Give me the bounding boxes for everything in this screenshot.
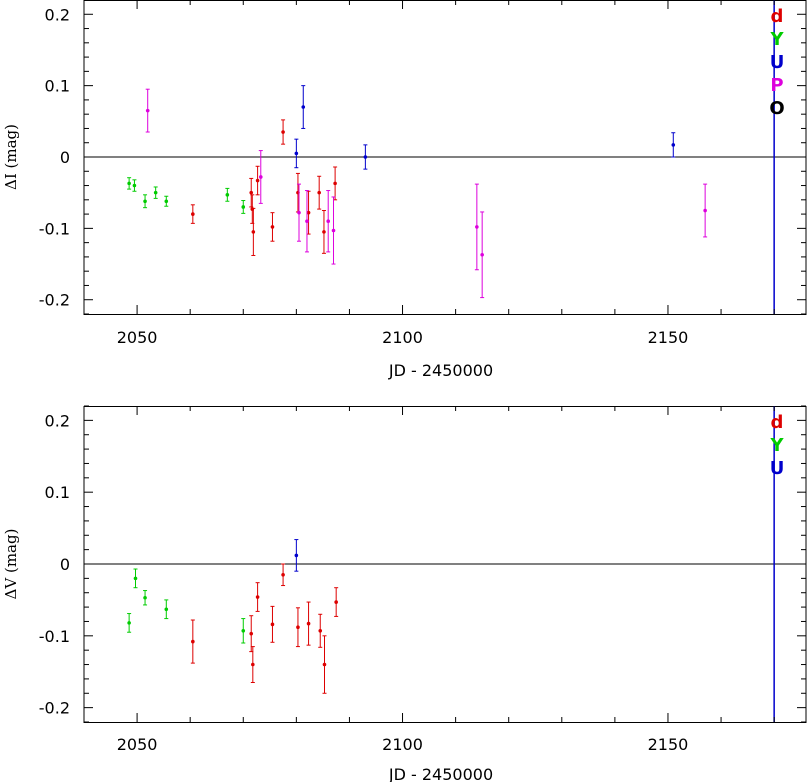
data-point [249, 190, 254, 195]
data-point [132, 183, 137, 188]
x-axis-title: JD - 2450000 [388, 361, 493, 380]
y-tick-label: 0.2 [45, 5, 70, 24]
x-tick-label: 2150 [648, 735, 689, 754]
panel-delta-v: 2050 2100 2150 -0.2 -0.1 0 0.1 0.2 JD - 2450000 Δ… [2, 405, 807, 782]
data-point [297, 210, 301, 215]
data-point [251, 230, 256, 234]
data-point [294, 553, 299, 558]
y-tick-label: 0.1 [45, 483, 70, 502]
data-point [153, 190, 158, 195]
series-2 [294, 85, 676, 170]
y-tick-label: 0.1 [45, 77, 70, 96]
data-point [164, 607, 169, 612]
y-axis-title: ΔI (mag) [2, 124, 20, 190]
data-point [306, 621, 311, 626]
y-tick-label: -0.2 [39, 291, 70, 310]
data-point [322, 230, 326, 234]
x-tick-label: 2150 [648, 328, 689, 347]
series-0 [127, 568, 246, 644]
data-point [306, 210, 311, 215]
data-point [301, 105, 306, 109]
x-tick-label: 2050 [117, 328, 158, 347]
data-point [334, 600, 338, 604]
x-tick-label: 2100 [382, 735, 423, 754]
legend-entry: U [770, 52, 785, 73]
data-point [143, 595, 147, 600]
y-tick-label: 0 [60, 148, 70, 167]
data-point [251, 662, 255, 667]
legend-entry: U [770, 458, 785, 479]
legend-entry: Y [769, 29, 784, 50]
y-tick-label: 0 [60, 555, 70, 574]
series-1 [190, 119, 338, 256]
data-point [127, 621, 131, 625]
data-point [281, 572, 285, 577]
legend-entry: P [770, 75, 783, 96]
y-tick-label: 0.2 [45, 411, 70, 430]
data-point [258, 175, 263, 179]
y-axis-title: ΔV (mag) [2, 529, 20, 600]
legend-entry: O [769, 98, 784, 119]
data-point [145, 108, 150, 113]
data-point [703, 208, 707, 213]
x-axis-title: JD - 2450000 [388, 765, 493, 782]
series-0 [127, 177, 246, 214]
data-point [133, 576, 138, 581]
x-tick-label: 2100 [382, 328, 423, 347]
legend-entry: d [771, 6, 784, 27]
x-tick-label: 2050 [117, 735, 158, 754]
legend-entry: d [771, 412, 784, 433]
data-point [294, 151, 299, 156]
data-point [225, 193, 230, 197]
legend-entry: Y [769, 435, 784, 456]
y-tick-label: -0.1 [39, 627, 70, 646]
data-point [143, 199, 147, 204]
data-point [326, 219, 331, 224]
data-point [191, 639, 195, 644]
y-tick-label: -0.2 [39, 699, 70, 718]
series-1 [190, 563, 339, 694]
series-2 [294, 539, 299, 572]
data-point [296, 625, 300, 629]
data-point [191, 212, 195, 216]
data-point [333, 181, 337, 186]
data-point [671, 143, 676, 147]
data-point [270, 225, 275, 229]
data-point [281, 130, 285, 134]
data-point [241, 205, 246, 209]
legend: dYU [769, 412, 784, 479]
data-point [127, 181, 131, 186]
series-3 [145, 88, 708, 299]
data-point [241, 628, 246, 633]
data-point [249, 631, 254, 636]
data-point [475, 225, 479, 229]
data-point [255, 178, 260, 183]
data-point [255, 595, 260, 599]
panel-delta-i: 2050 2100 2150 -0.2 -0.1 0 0.1 0.2 JD - 2450000 Δ… [2, 0, 807, 380]
data-point [305, 219, 309, 224]
y-tick-label: -0.1 [39, 219, 70, 238]
data-point [270, 622, 275, 627]
data-point [331, 228, 336, 233]
data-point [318, 628, 323, 633]
data-point [480, 252, 484, 257]
data-point [164, 199, 169, 204]
data-point [322, 662, 327, 667]
data-point [363, 155, 368, 159]
data-point [317, 190, 321, 195]
